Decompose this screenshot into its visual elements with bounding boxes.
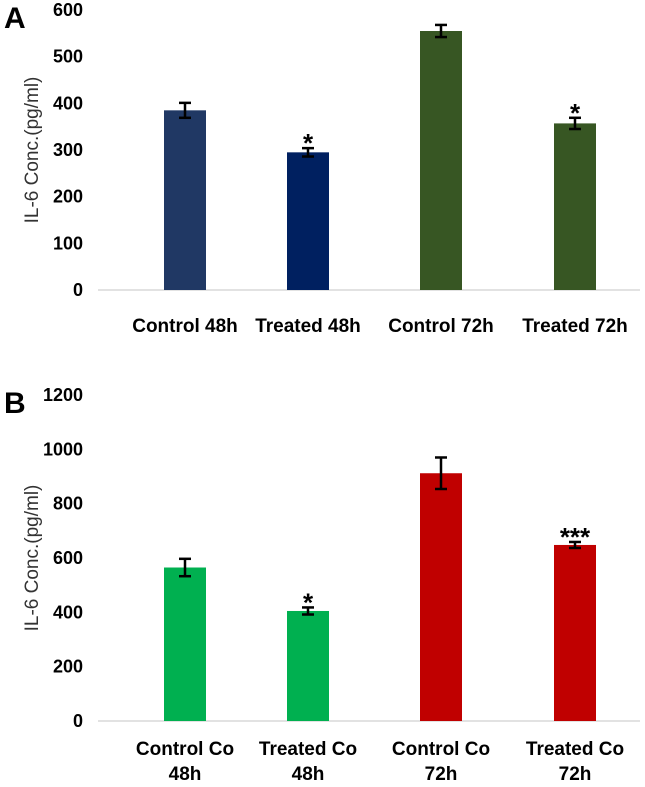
x-tick-label: 72h [559,764,592,785]
y-axis-label: IL-6 Conc.(pg/ml) [22,77,43,224]
y-tick-label: 200 [53,657,83,677]
y-tick-label: 0 [73,711,83,731]
significance-marker: * [570,98,581,128]
bar [554,123,596,291]
y-tick-label: 400 [53,93,83,113]
panel-letter-A: A [4,2,26,35]
y-tick-label: 500 [53,47,83,67]
y-tick-label: 100 [53,233,83,253]
bar [420,31,462,290]
x-tick-label: 48h [292,764,325,785]
x-tick-label: Treated Co [259,739,357,760]
bar [164,110,206,290]
x-tick-label: Control 72h [388,316,494,337]
x-tick-label: Control Co [136,739,234,760]
y-tick-label: 800 [53,494,83,514]
bar [287,152,329,290]
x-tick-label: 72h [425,764,458,785]
significance-marker: * [303,587,314,617]
bar [554,544,596,721]
y-tick-label: 300 [53,140,83,160]
x-tick-label: 48h [169,764,202,785]
x-tick-label: Control 48h [132,316,238,337]
x-tick-label: Treated 72h [522,316,628,337]
x-tick-label: Treated 48h [255,316,361,337]
y-axis-label: IL-6 Conc.(pg/ml) [22,485,43,632]
panel-letter-B: B [4,387,26,420]
bar [420,473,462,721]
y-tick-label: 1200 [43,385,83,405]
y-tick-label: 1000 [43,439,83,459]
significance-marker: *** [560,522,591,552]
y-tick-label: 400 [53,602,83,622]
y-tick-label: 200 [53,187,83,207]
x-tick-label: Control Co [392,739,490,760]
y-tick-label: 600 [53,0,83,20]
x-tick-label: Treated Co [526,739,624,760]
bar [164,567,206,721]
y-tick-label: 600 [53,548,83,568]
bar [287,610,329,721]
significance-marker: * [303,128,314,158]
y-tick-label: 0 [73,280,83,300]
